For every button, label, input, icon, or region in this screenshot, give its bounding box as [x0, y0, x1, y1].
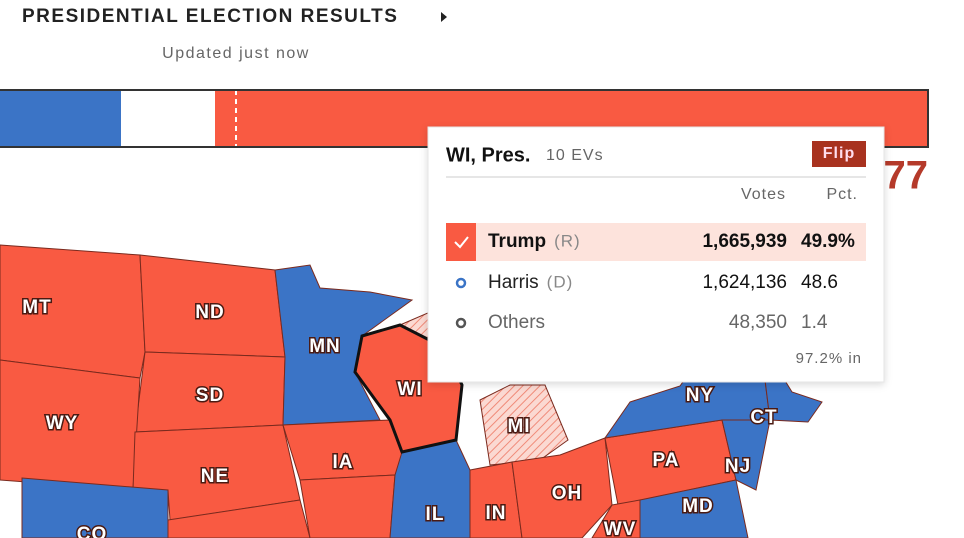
- winner-check: [446, 223, 476, 261]
- percent: 1.4: [801, 312, 828, 333]
- percent: 48.6: [801, 272, 838, 293]
- state-label: PA: [653, 450, 680, 471]
- column-header: Pct.: [826, 186, 858, 203]
- state[interactable]: [299, 474, 396, 538]
- state[interactable]: [479, 384, 569, 466]
- bar-dem: [0, 90, 121, 147]
- header-subtitle: Updated just now: [162, 45, 310, 62]
- state-label: WI: [397, 379, 422, 400]
- state-label: OH: [552, 483, 583, 504]
- header-title[interactable]: PRESIDENTIAL ELECTION RESULTS: [22, 6, 398, 27]
- state-label: NY: [686, 385, 714, 406]
- tooltip-evs: 10 EVs: [546, 147, 604, 164]
- bar-undecided: [121, 90, 215, 147]
- state-label: MN: [309, 336, 341, 357]
- state[interactable]: [21, 477, 169, 538]
- tally-count: 77: [884, 154, 929, 198]
- state-label: CO: [77, 524, 108, 538]
- tooltip-state: WI, Pres.: [446, 144, 530, 166]
- state-label: IL: [426, 504, 445, 525]
- state-label: NE: [201, 466, 229, 487]
- state-label: SD: [196, 385, 224, 406]
- candidate-dot: [455, 317, 467, 329]
- flip-badge: [812, 141, 866, 167]
- percent: 49.9%: [801, 231, 855, 252]
- state-label: MT: [22, 297, 51, 318]
- state[interactable]: [591, 499, 641, 538]
- reporting: 97.2% in: [796, 350, 862, 367]
- candidate-dot: [455, 277, 467, 289]
- flip-text: Flip: [823, 145, 855, 162]
- column-header: Votes: [741, 186, 786, 203]
- state-label: WV: [604, 519, 637, 538]
- state-label: CT: [750, 407, 777, 428]
- votes: 48,350: [729, 312, 787, 333]
- state-label: IN: [486, 503, 507, 524]
- tooltip: WI, Pres. 10 EVs Flip Votes Pct. Trump (R…: [427, 126, 885, 383]
- state[interactable]: [469, 461, 523, 538]
- state[interactable]: [721, 419, 771, 491]
- check-mark: [454, 236, 469, 249]
- row-highlight: [446, 223, 866, 261]
- state-label: WY: [46, 413, 79, 434]
- state[interactable]: [167, 499, 311, 538]
- candidate-name: Trump: [488, 231, 546, 252]
- header-arrow[interactable]: [441, 12, 447, 22]
- state-label: IA: [333, 452, 354, 473]
- party: (R): [554, 231, 581, 250]
- state-label: MD: [682, 496, 714, 517]
- candidate-name: Others: [488, 312, 545, 333]
- state-label: ND: [195, 302, 224, 323]
- candidate-name: Harris: [488, 272, 539, 293]
- state-label: MI: [507, 416, 530, 437]
- state-label: NJ: [725, 456, 751, 477]
- map: MT ND SD WY NE CO MN WI IA IL IN MI OH PA NY CT NJ MD WV: [0, 244, 823, 538]
- party: (D): [547, 272, 574, 291]
- state[interactable]: [759, 339, 823, 423]
- votes: 1,665,939: [702, 231, 787, 252]
- state[interactable]: [0, 244, 146, 379]
- votes: 1,624,136: [702, 272, 787, 293]
